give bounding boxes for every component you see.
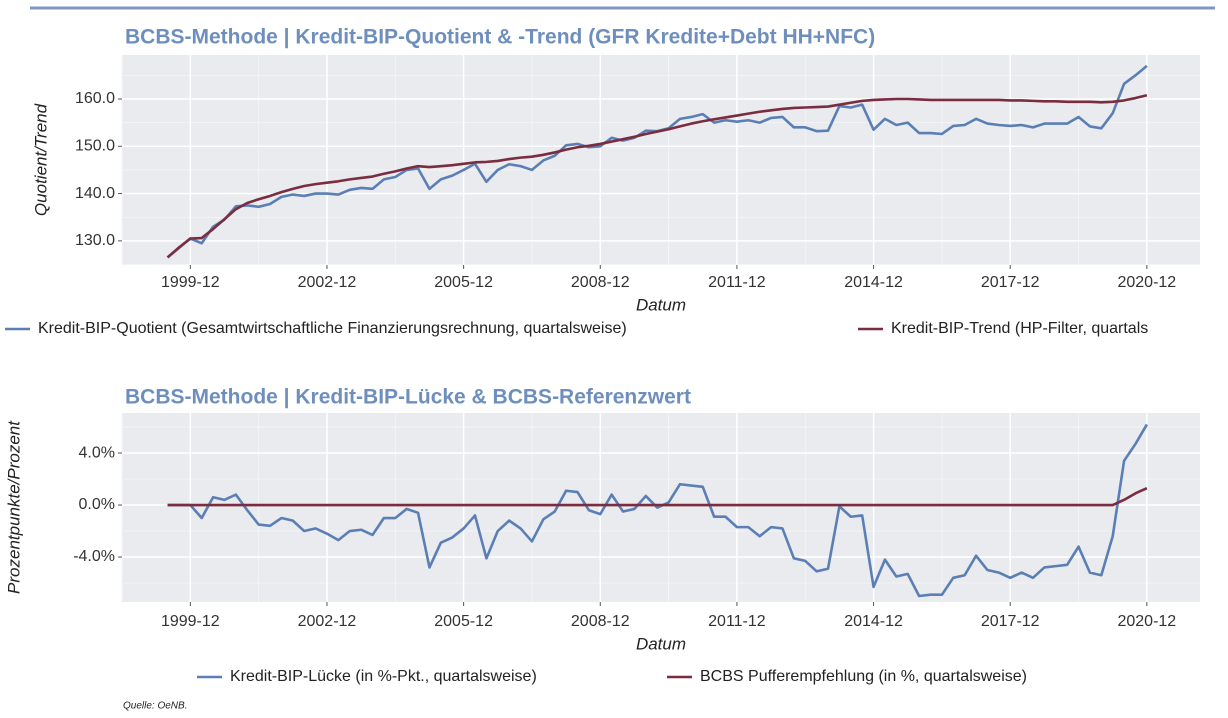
x-tick-label: 2005-12 xyxy=(434,613,493,630)
plot-background xyxy=(122,413,1200,602)
y-tick-label: 130.0 xyxy=(75,232,115,249)
legend-label: Kredit-BIP-Lücke (in %-Pkt., quartalswei… xyxy=(230,668,537,685)
y-tick-label: 160.0 xyxy=(75,90,115,107)
x-tick-label: 2002-12 xyxy=(298,274,357,291)
x-tick-label: 2011-12 xyxy=(708,613,766,630)
x-tick-label: 2014-12 xyxy=(844,613,903,630)
x-tick-label: 2017-12 xyxy=(981,274,1040,291)
x-tick-label: 2005-12 xyxy=(434,274,493,291)
source-note: Quelle: OeNB. xyxy=(123,701,187,712)
x-tick-label: 2014-12 xyxy=(844,274,903,291)
x-tick-label: 2008-12 xyxy=(571,274,630,291)
x-axis-label: Datum xyxy=(636,634,686,653)
x-tick-label: 2011-12 xyxy=(708,274,766,291)
x-axis-label: Datum xyxy=(636,295,686,314)
x-tick-label: 2008-12 xyxy=(571,613,630,630)
y-tick-label: 4.0% xyxy=(79,444,115,461)
series-line xyxy=(167,423,1148,598)
series-line xyxy=(167,486,1148,507)
plot-background xyxy=(122,55,1200,265)
x-tick-label: 2020-12 xyxy=(1117,274,1176,291)
x-tick-label: 2002-12 xyxy=(298,613,357,630)
x-tick-label: 2017-12 xyxy=(981,613,1040,630)
y-axis-label: Quotient/Trend xyxy=(31,103,50,216)
legend-label: Kredit-BIP-Quotient (Gesamtwirtschaftlic… xyxy=(38,320,627,337)
series-line xyxy=(166,93,1148,259)
x-tick-label: 1999-12 xyxy=(161,274,220,291)
legend-label: Kredit-BIP-Trend (HP-Filter, quartals xyxy=(891,320,1148,337)
y-tick-label: 140.0 xyxy=(75,185,115,202)
y-tick-label: 0.0% xyxy=(79,496,115,513)
legend-label: BCBS Pufferempfehlung (in %, quartalswei… xyxy=(700,668,1027,685)
y-tick-label: -4.0% xyxy=(73,548,115,565)
chart-title: BCBS-Methode | Kredit-BIP-Lücke & BCBS-R… xyxy=(125,386,691,409)
y-tick-label: 150.0 xyxy=(75,138,115,155)
y-axis-label: Prozentpunkte/Prozent xyxy=(4,420,23,594)
x-tick-label: 2020-12 xyxy=(1117,613,1176,630)
x-tick-label: 1999-12 xyxy=(161,613,220,630)
chart-title: BCBS-Methode | Kredit-BIP-Quotient & -Tr… xyxy=(125,26,875,49)
